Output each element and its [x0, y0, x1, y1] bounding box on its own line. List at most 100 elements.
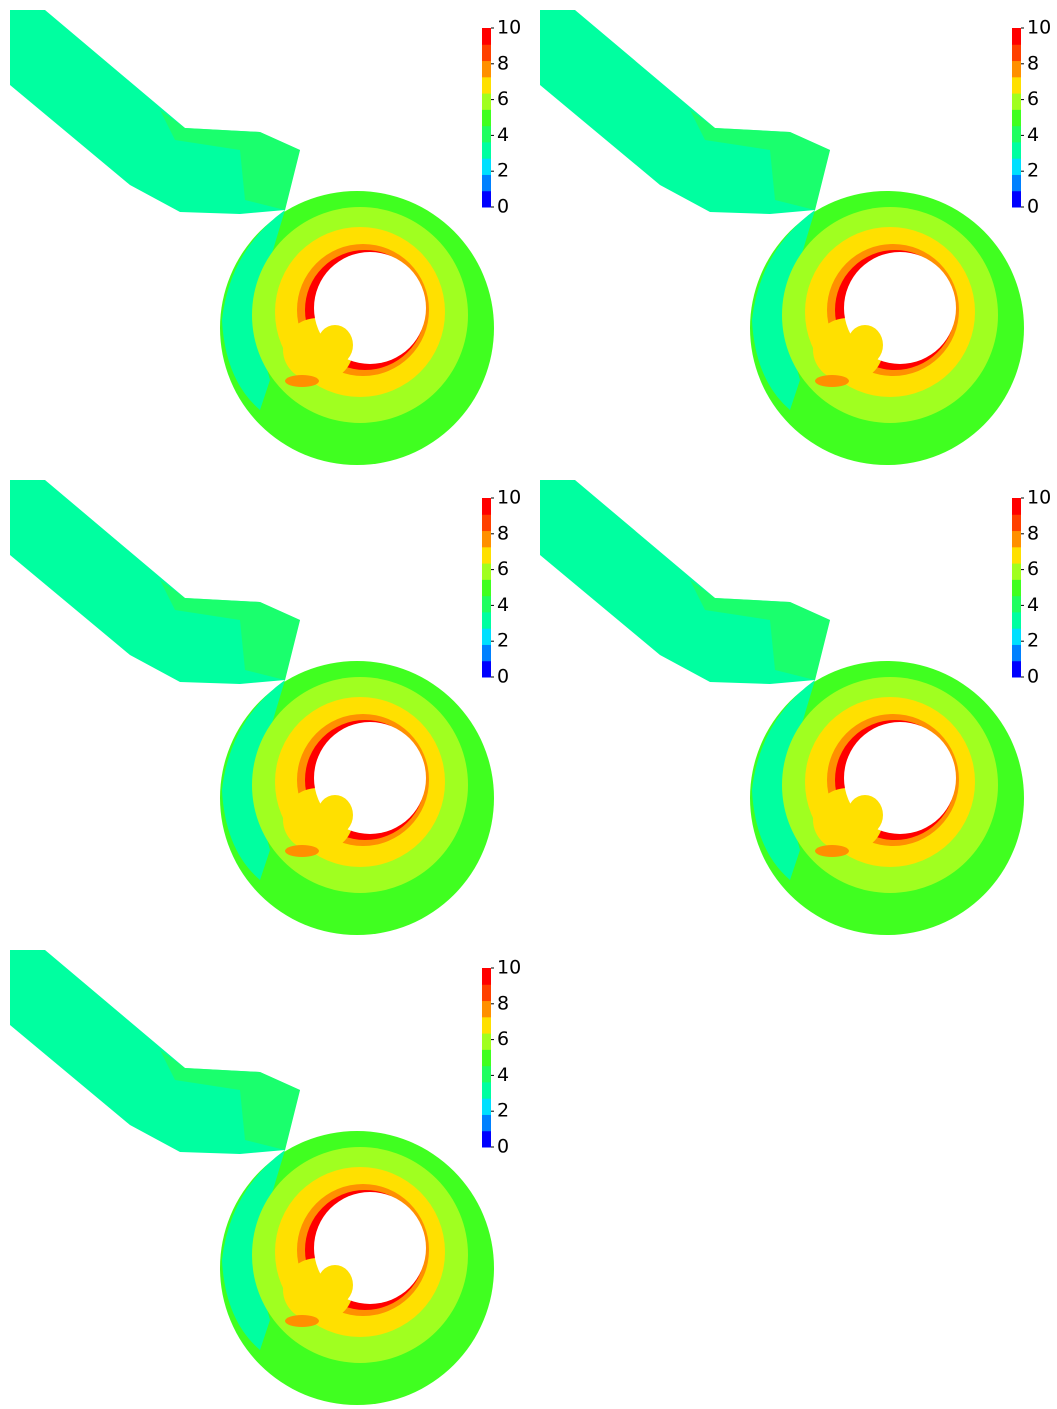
colorbar-tick-label: 6 — [497, 558, 509, 580]
blade-tip — [285, 1315, 319, 1327]
blade-end — [847, 325, 883, 365]
colorbar-swatch — [482, 498, 491, 515]
blade-tip — [815, 845, 849, 857]
colorbar-tick-label: 4 — [497, 594, 509, 616]
colorbar-swatch — [482, 531, 491, 548]
colorbar-swatch — [1012, 61, 1021, 78]
panel: 0 2 4 6 8 10 — [540, 480, 1051, 935]
colorbar-swatch — [1012, 174, 1021, 191]
colorbar-swatch — [482, 28, 491, 45]
colorbar-swatch — [1012, 612, 1021, 629]
colorbar-swatch — [482, 1131, 491, 1148]
colorbar-swatch — [1012, 579, 1021, 596]
colorbar-tick-label: 2 — [497, 160, 509, 182]
colorbar-tick-label: 8 — [497, 522, 509, 544]
colorbar-tick-label: 6 — [497, 88, 509, 110]
colorbar-swatch — [1012, 661, 1021, 678]
colorbar-swatch — [482, 1082, 491, 1099]
colorbar-swatch — [482, 1049, 491, 1066]
figure: 0 2 4 6 8 10 0 2 4 6 8 10 0 2 4 6 8 10 0 2 4 6 8 10 0 2 4 6 8 10 — [0, 0, 1057, 1405]
colorbar-swatch — [482, 77, 491, 94]
colorbar-swatch — [482, 44, 491, 61]
colorbar-swatch — [482, 191, 491, 208]
colorbar-tick-label: 8 — [1027, 52, 1039, 74]
colorbar-swatch — [482, 61, 491, 78]
colorbar-tick-label: 6 — [497, 1028, 509, 1050]
panel: 0 2 4 6 8 10 — [10, 10, 521, 465]
colorbar-tick-label: 4 — [1027, 124, 1039, 146]
blade-end — [317, 325, 353, 365]
colorbar-swatch — [1012, 109, 1021, 126]
panel: 0 2 4 6 8 10 — [10, 950, 521, 1405]
colorbar-tick-label: 0 — [1027, 196, 1039, 218]
colorbar-swatch — [1012, 531, 1021, 548]
colorbar-swatch — [1012, 514, 1021, 531]
colorbar-tick-label: 4 — [497, 1064, 509, 1086]
colorbar-swatch — [1012, 77, 1021, 94]
colorbar-swatch — [482, 628, 491, 645]
colorbar-swatch — [482, 547, 491, 564]
colorbar-swatch — [482, 158, 491, 175]
panel: 0 2 4 6 8 10 — [10, 480, 521, 935]
colorbar-tick-label: 6 — [1027, 88, 1039, 110]
colorbar-tick-label: 10 — [497, 957, 521, 979]
colorbar-swatch — [482, 93, 491, 110]
panel: 0 2 4 6 8 10 — [540, 10, 1051, 465]
colorbar-swatch — [1012, 563, 1021, 580]
colorbar-swatch — [482, 514, 491, 531]
colorbar-swatch — [1012, 498, 1021, 515]
colorbar-tick-label: 2 — [1027, 160, 1039, 182]
colorbar-tick-label: 0 — [497, 196, 509, 218]
colorbar-swatch — [1012, 44, 1021, 61]
colorbar-swatch — [482, 612, 491, 629]
colorbar-tick-label: 8 — [497, 52, 509, 74]
colorbar-swatch — [482, 1114, 491, 1131]
colorbar-tick-label: 4 — [1027, 594, 1039, 616]
colorbar-tick-label: 4 — [497, 124, 509, 146]
colorbar-swatch — [1012, 191, 1021, 208]
colorbar-swatch — [482, 1017, 491, 1034]
colorbar-tick-label: 10 — [497, 17, 521, 39]
colorbar-swatch — [482, 126, 491, 143]
blade-end — [317, 1265, 353, 1305]
colorbar-tick-label: 10 — [1027, 17, 1051, 39]
colorbar-swatch — [482, 644, 491, 661]
blade-tip — [815, 375, 849, 387]
colorbar-tick-label: 6 — [1027, 558, 1039, 580]
colorbar-tick-label: 8 — [1027, 522, 1039, 544]
colorbar-tick-label: 8 — [497, 992, 509, 1014]
colorbar-tick-label: 10 — [497, 487, 521, 509]
colorbar-swatch — [482, 1066, 491, 1083]
colorbar-swatch — [1012, 126, 1021, 143]
colorbar-swatch — [1012, 628, 1021, 645]
colorbar-swatch — [482, 579, 491, 596]
colorbar-swatch — [482, 1098, 491, 1115]
colorbar-swatch — [482, 1001, 491, 1018]
colorbar-swatch — [1012, 547, 1021, 564]
colorbar-swatch — [1012, 596, 1021, 613]
colorbar-swatch — [1012, 93, 1021, 110]
colorbar-swatch — [482, 968, 491, 985]
colorbar-tick-label: 0 — [1027, 666, 1039, 688]
blade-end — [847, 795, 883, 835]
colorbar-swatch — [482, 984, 491, 1001]
colorbar-tick-label: 2 — [1027, 630, 1039, 652]
colorbar-swatch — [1012, 644, 1021, 661]
colorbar-tick-label: 0 — [497, 666, 509, 688]
colorbar-tick-label: 2 — [497, 1100, 509, 1122]
colorbar-swatch — [482, 596, 491, 613]
colorbar-tick-label: 10 — [1027, 487, 1051, 509]
colorbar-swatch — [1012, 158, 1021, 175]
colorbar-swatch — [482, 1033, 491, 1050]
colorbar-swatch — [482, 661, 491, 678]
colorbar-tick-label: 0 — [497, 1136, 509, 1158]
colorbar-tick-label: 2 — [497, 630, 509, 652]
blade-tip — [285, 375, 319, 387]
blade-end — [317, 795, 353, 835]
colorbar-swatch — [1012, 28, 1021, 45]
colorbar-swatch — [482, 109, 491, 126]
colorbar-swatch — [482, 563, 491, 580]
colorbar-swatch — [1012, 142, 1021, 159]
colorbar-swatch — [482, 174, 491, 191]
blade-tip — [285, 845, 319, 857]
